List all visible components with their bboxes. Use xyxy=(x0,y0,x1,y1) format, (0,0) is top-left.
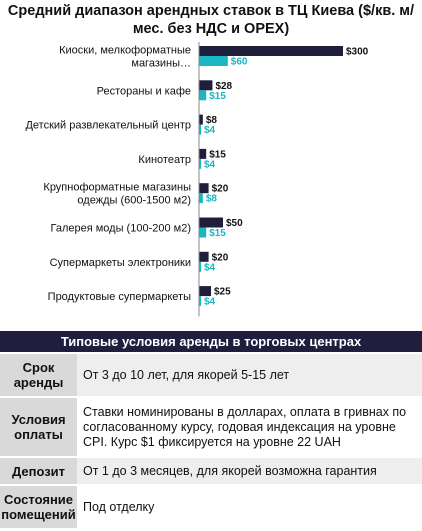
category-label: Рестораны и кафе xyxy=(97,85,191,97)
data-label: $4 xyxy=(204,125,216,136)
data-label: $4 xyxy=(204,159,216,170)
bar xyxy=(199,261,201,272)
category-label: Детский развлекательный центр xyxy=(25,120,191,132)
row-key: Срок аренды xyxy=(0,354,77,396)
category-label: Кинотеатр xyxy=(138,154,191,166)
data-label: $15 xyxy=(209,91,226,102)
data-label: $8 xyxy=(206,115,218,126)
data-label: $300 xyxy=(346,47,369,58)
bar xyxy=(199,158,201,169)
bar xyxy=(199,193,203,204)
terms-row-premises-condition: Состояние помещений Под отделку xyxy=(0,486,422,528)
row-value: От 3 до 10 лет, для якорей 5-15 лет xyxy=(77,354,422,396)
bar xyxy=(199,227,207,238)
row-key: Состояние помещений xyxy=(0,486,77,528)
category-label: Галерея моды (100-200 м2) xyxy=(51,223,192,235)
data-label: $20 xyxy=(212,252,229,263)
terms-row-deposit: Депозит От 1 до 3 месяцев, для якорей во… xyxy=(0,458,422,484)
data-label: $4 xyxy=(204,262,216,273)
category-label: Продуктовые супермаркеты xyxy=(48,291,191,303)
bar xyxy=(199,296,201,307)
chart-title: Средний диапазон арендных ставок в ТЦ Ки… xyxy=(7,3,415,37)
bar-chart: Киоски, мелкоформатные магазины… $300 $60 Ре… xyxy=(25,42,369,317)
terms-row-lease-term: Срок аренды От 3 до 10 лет, для якорей 5… xyxy=(0,354,422,396)
bar xyxy=(199,148,207,159)
row-key: Условия оплаты xyxy=(0,398,77,456)
data-label: $60 xyxy=(231,57,248,68)
category-label: Киоски, мелкоформатные магазины… xyxy=(59,45,191,70)
bar xyxy=(199,56,228,66)
bar xyxy=(199,183,209,194)
data-label: $4 xyxy=(204,297,216,308)
data-label: $15 xyxy=(209,228,226,239)
bar xyxy=(199,114,203,125)
section-title: Типовые условия аренды в торговых центра… xyxy=(0,331,422,352)
row-value: От 1 до 3 месяцев, для якорей возможна г… xyxy=(77,458,422,484)
bar xyxy=(199,46,343,56)
category-label: Крупноформатные магазины одежды (600-1500… xyxy=(43,182,191,207)
bar xyxy=(199,80,213,91)
bar xyxy=(199,217,223,228)
data-label: $28 xyxy=(215,81,232,92)
data-label: $50 xyxy=(226,218,243,229)
data-label: $8 xyxy=(206,194,218,205)
bar xyxy=(199,90,207,101)
data-label: $15 xyxy=(209,149,226,160)
terms-row-payment-terms: Условия оплаты Ставки номинированы в дол… xyxy=(0,398,422,456)
row-value: Ставки номинированы в долларах, оплата в… xyxy=(83,404,407,449)
bar xyxy=(199,286,211,297)
row-key: Депозит xyxy=(0,458,77,484)
bar xyxy=(199,124,201,135)
category-label: Супермаркеты электроники xyxy=(50,257,191,269)
bar xyxy=(199,251,209,262)
data-label: $20 xyxy=(212,184,229,195)
row-value: Под отделку xyxy=(83,499,155,514)
data-label: $25 xyxy=(214,287,231,298)
